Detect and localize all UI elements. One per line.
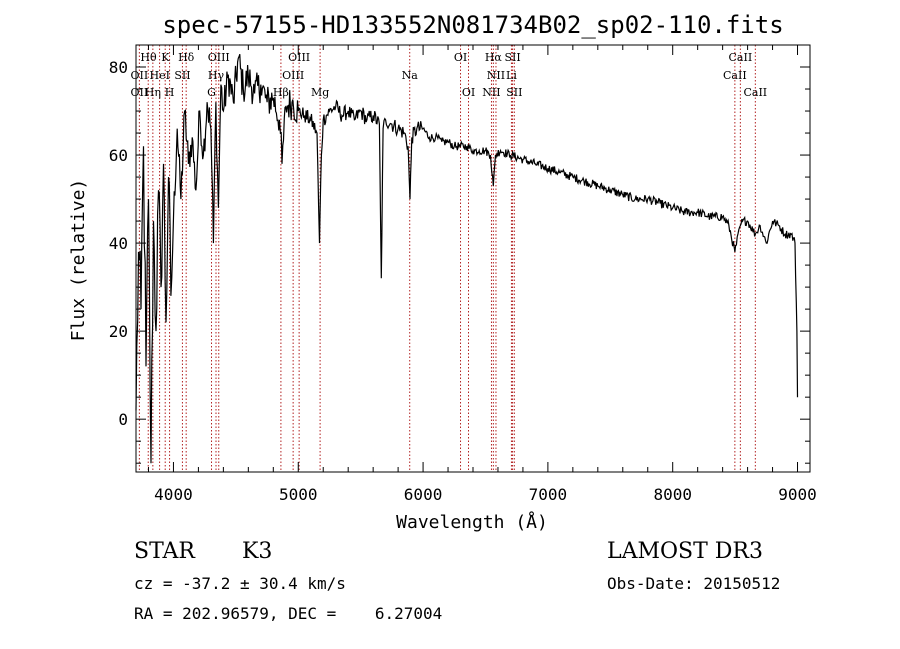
marker-label-22: Hβ xyxy=(273,86,289,99)
marker-label-7: SII xyxy=(504,51,520,64)
x-tick-label-4000: 4000 xyxy=(154,485,193,504)
marker-label-26: SII xyxy=(506,86,522,99)
marker-label-9: OII xyxy=(131,69,149,82)
marker-label-12: Hγ xyxy=(208,69,225,82)
marker-label-5: OI xyxy=(454,51,467,64)
x-tick-label-7000: 7000 xyxy=(529,485,568,504)
y-tick-label-60: 60 xyxy=(109,146,128,165)
survey-name: LAMOST DR3 xyxy=(607,539,763,564)
marker-label-21: G xyxy=(207,86,216,99)
x-tick-label-6000: 6000 xyxy=(404,485,443,504)
marker-label-11: SII xyxy=(174,69,190,82)
marker-label-0: Hθ xyxy=(140,51,157,64)
x-axis: 4000 5000 6000 7000 8000 9000 xyxy=(147,45,817,504)
marker-label-1: K xyxy=(161,51,170,64)
marker-label-15: NII xyxy=(487,69,505,82)
x-tick-label-8000: 8000 xyxy=(653,485,692,504)
marker-label-6: Hα xyxy=(485,51,503,64)
marker-label-24: OI xyxy=(462,86,475,99)
marker-label-16: Li xyxy=(506,69,517,82)
coordinates: RA = 202.96579, DEC = 6.27004 xyxy=(134,604,443,623)
y-tick-label-40: 40 xyxy=(109,234,128,253)
marker-label-8: CaII xyxy=(729,51,753,64)
spectrum-chart: spec-57155-HD133552N081734B02_sp02-110.f… xyxy=(68,11,817,533)
chart-title: spec-57155-HD133552N081734B02_sp02-110.f… xyxy=(162,11,783,39)
marker-label-2: Hδ xyxy=(178,51,195,64)
marker-label-10: HeI xyxy=(149,69,169,82)
y-tick-label-20: 20 xyxy=(109,322,128,341)
marker-label-25: NII xyxy=(482,86,500,99)
x-axis-label: Wavelength (Å) xyxy=(396,511,548,533)
spectral-subclass: K3 xyxy=(242,539,273,564)
y-tick-label-80: 80 xyxy=(109,58,128,77)
line-markers xyxy=(138,45,756,472)
marker-label-19: Hη xyxy=(145,86,161,99)
spectrum-line xyxy=(135,54,799,464)
y-axis: 0 20 40 60 80 xyxy=(109,58,810,464)
x-tick-label-9000: 9000 xyxy=(778,485,817,504)
plot-frame xyxy=(135,44,811,473)
observation-date: Obs-Date: 20150512 xyxy=(607,574,781,593)
object-type: STAR xyxy=(134,539,195,564)
marker-label-14: Na xyxy=(402,69,419,82)
y-tick-label-0: 0 xyxy=(118,410,128,429)
marker-label-3: OIII xyxy=(208,51,230,64)
y-axis-label: Flux (relative) xyxy=(68,179,89,342)
marker-label-4: OIII xyxy=(288,51,310,64)
marker-label-23: Mg xyxy=(311,86,329,99)
marker-label-20: H xyxy=(165,86,175,99)
marker-label-17: CaII xyxy=(723,69,747,82)
marker-label-18: OII xyxy=(131,86,149,99)
redshift-velocity: cz = -37.2 ± 30.4 km/s xyxy=(134,574,346,593)
x-tick-label-5000: 5000 xyxy=(279,485,318,504)
marker-label-13: OIII xyxy=(282,69,304,82)
marker-label-27: CaII xyxy=(743,86,767,99)
